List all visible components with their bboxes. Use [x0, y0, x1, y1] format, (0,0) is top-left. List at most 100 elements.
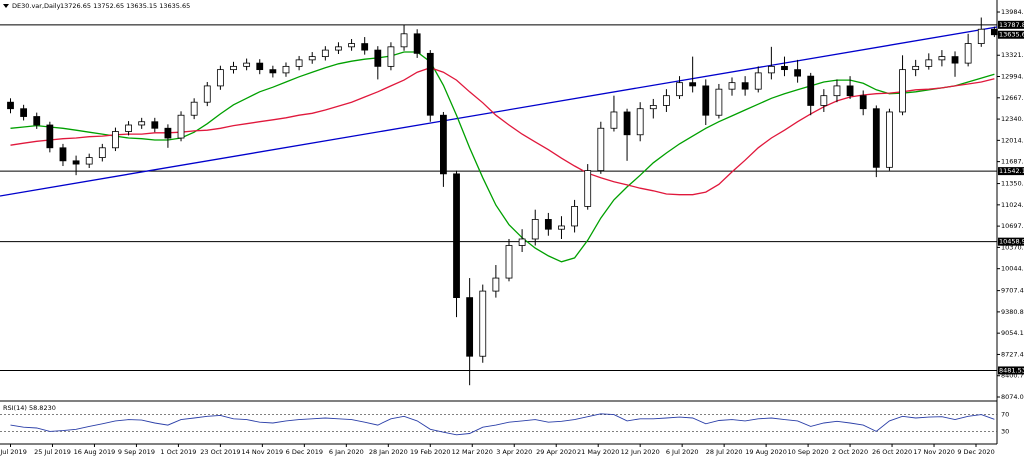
- candle-body: [177, 114, 185, 139]
- candle-body: [990, 28, 998, 36]
- candle-body: [531, 219, 539, 240]
- y-tick-label: 12014.20: [1001, 136, 1024, 144]
- x-tick-label: 21 May 2020: [577, 448, 619, 456]
- candle-body: [558, 225, 565, 230]
- moving-average: [10, 51, 995, 263]
- candle-body: [112, 131, 119, 149]
- candle-body: [151, 121, 159, 129]
- candle-body: [190, 101, 198, 116]
- candle-body: [899, 69, 906, 113]
- candle-body: [85, 157, 93, 165]
- x-tick-label: 12 Mar 2020: [452, 448, 493, 456]
- candle-body: [951, 56, 959, 64]
- candle-body: [649, 105, 657, 110]
- y-tick-label: 12994.30: [1001, 73, 1024, 81]
- x-tick-label: 16 Aug 2019: [74, 448, 116, 456]
- candle-body: [571, 206, 578, 227]
- candle-body: [426, 52, 434, 116]
- level-label: 10458.90: [999, 238, 1024, 246]
- candle-body: [440, 114, 447, 175]
- level-label: 11542.10: [999, 167, 1024, 175]
- x-tick-label: 1 Oct 2019: [160, 448, 196, 456]
- level-label-box: [998, 237, 1024, 246]
- candle-body: [702, 85, 710, 116]
- candle-body: [663, 95, 670, 106]
- candle-body: [544, 219, 552, 230]
- moving-average: [10, 67, 995, 196]
- candle-body: [886, 111, 893, 168]
- candle-body: [361, 43, 369, 51]
- y-tick-label: 13984.50: [1001, 8, 1024, 16]
- candle-body: [492, 277, 500, 292]
- x-tick-label: 19 Aug 2020: [745, 448, 787, 456]
- candle-body: [125, 124, 132, 132]
- candle-body: [925, 59, 933, 67]
- candle-body: [715, 88, 723, 116]
- x-tick-label: 9 Dec 2020: [957, 448, 994, 456]
- candle-body: [938, 56, 946, 61]
- candle-body: [295, 59, 303, 67]
- x-tick-label: 6 Jan 2020: [329, 448, 364, 456]
- candle-body: [781, 65, 788, 71]
- candle-body: [767, 65, 775, 74]
- x-tick-label: 12 Jun 2020: [621, 448, 660, 456]
- candle-body: [728, 82, 736, 90]
- candle-body: [203, 85, 211, 103]
- x-tick-label: 14 Nov 2019: [242, 448, 284, 456]
- candle-body: [597, 127, 605, 171]
- y-tick-label: 8727.40: [1001, 350, 1024, 358]
- x-tick-label: 6 Dec 2019: [286, 448, 323, 456]
- candle-body: [33, 116, 41, 126]
- candle-body: [453, 173, 460, 299]
- candle-body: [374, 49, 382, 67]
- candle-body: [348, 43, 355, 48]
- y-tick-label: 12667.60: [1001, 94, 1024, 102]
- candle-body: [689, 82, 697, 87]
- candle-body: [321, 49, 329, 58]
- candle-body: [794, 69, 801, 77]
- y-tick-label: 13321.00: [1001, 51, 1024, 59]
- candle-body: [46, 124, 54, 149]
- level-label-box: [998, 366, 1024, 375]
- candle-body: [138, 121, 146, 126]
- x-tick-label: 29 Apr 2020: [536, 448, 576, 456]
- candle-body: [400, 33, 408, 48]
- y-tick-label: 11024.20: [1001, 201, 1024, 209]
- x-tick-label: 6 Jul 2020: [666, 448, 699, 456]
- rsi-title: RSI(14) 58.8230: [3, 404, 56, 412]
- y-tick-label: 10370.80: [1001, 243, 1024, 251]
- candle-body: [859, 95, 867, 110]
- candle-body: [676, 82, 683, 97]
- y-tick-label: 12340.90: [1001, 115, 1024, 123]
- candle-body: [164, 127, 172, 139]
- candle-body: [243, 62, 251, 67]
- candle-body: [387, 46, 395, 67]
- candle-body: [912, 65, 920, 71]
- candle-body: [256, 62, 264, 71]
- y-tick-label: 11687.50: [1001, 158, 1024, 166]
- candle-body: [741, 82, 749, 90]
- candle-body: [610, 111, 618, 129]
- x-tick-label: 2 Oct 2020: [832, 448, 868, 456]
- x-tick-label: 9 Sep 2019: [118, 448, 155, 456]
- candle-body: [72, 160, 80, 165]
- y-tick-label: 9707.40: [1001, 287, 1024, 295]
- candle-body: [964, 43, 972, 64]
- last-price-box: [998, 30, 1024, 39]
- candle-body: [230, 65, 237, 71]
- candle-body: [216, 69, 224, 87]
- rsi-tick-label: 70: [1001, 411, 1009, 419]
- y-tick-label: 8074.00: [1001, 393, 1024, 401]
- candle-body: [98, 147, 106, 158]
- y-tick-label: 9380.80: [1001, 308, 1024, 316]
- candle-body: [820, 95, 828, 106]
- y-tick-label: 10697.50: [1001, 222, 1024, 230]
- y-tick-label: 10044.10: [1001, 265, 1024, 273]
- x-tick-label: 19 Feb 2020: [410, 448, 450, 456]
- x-tick-label: 26 Oct 2020: [872, 448, 912, 456]
- x-tick-label: 3 Apr 2020: [496, 448, 532, 456]
- candle-body: [623, 111, 631, 136]
- candle-body: [807, 75, 815, 106]
- candle-body: [59, 147, 67, 162]
